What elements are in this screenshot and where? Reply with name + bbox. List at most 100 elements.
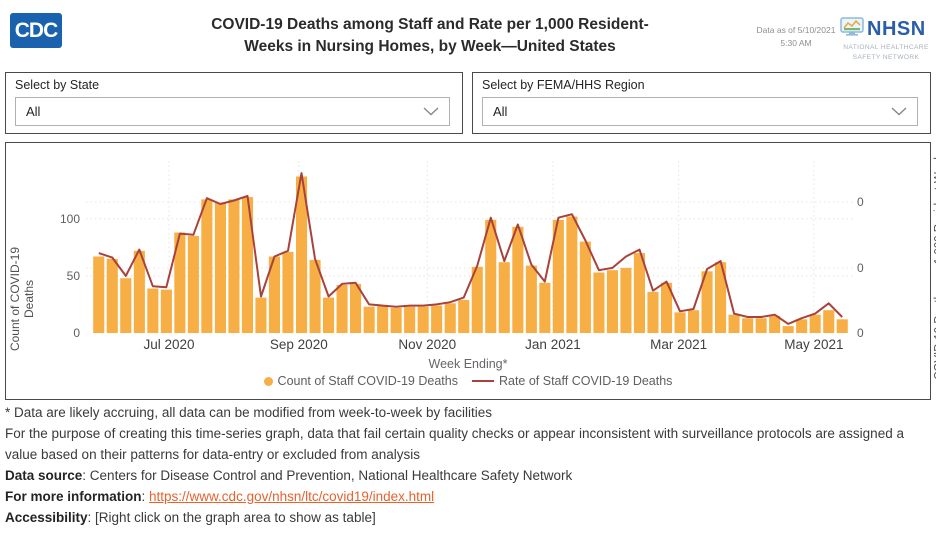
x-tick-label: Sep 2020 bbox=[270, 337, 328, 352]
count-bar[interactable] bbox=[471, 266, 483, 333]
count-bar[interactable] bbox=[512, 226, 524, 333]
chevron-down-icon[interactable] bbox=[423, 103, 439, 121]
count-bar[interactable] bbox=[485, 219, 497, 333]
count-bar[interactable] bbox=[120, 278, 132, 333]
count-bar[interactable] bbox=[417, 306, 429, 333]
state-filter-label: Select by State bbox=[15, 78, 100, 92]
count-bar[interactable] bbox=[620, 267, 632, 333]
count-bar[interactable] bbox=[728, 314, 740, 333]
count-bar[interactable] bbox=[93, 256, 105, 334]
rate-series-line-icon bbox=[471, 380, 494, 382]
nhsn-subtitle: NATIONAL HEALTHCARE SAFETY NETWORK bbox=[843, 44, 929, 61]
count-bar[interactable] bbox=[282, 251, 294, 333]
x-tick-label: Jan 2021 bbox=[525, 337, 581, 352]
legend-rate-label: Rate of Staff COVID-19 Deaths bbox=[498, 374, 673, 388]
count-bar[interactable] bbox=[404, 306, 416, 333]
count-bar[interactable] bbox=[241, 197, 253, 333]
page-title-line1: COVID-19 Deaths among Staff and Rate per… bbox=[211, 16, 649, 33]
count-bar[interactable] bbox=[377, 305, 389, 333]
count-bar[interactable] bbox=[661, 282, 673, 333]
count-bar[interactable] bbox=[201, 199, 213, 333]
y-right-tick-label: 0 bbox=[857, 261, 864, 275]
count-bar[interactable] bbox=[106, 258, 118, 333]
x-tick-label: Jul 2020 bbox=[144, 337, 195, 352]
count-bar[interactable] bbox=[782, 326, 794, 333]
count-bar[interactable] bbox=[525, 265, 537, 333]
count-bar[interactable] bbox=[688, 310, 700, 333]
count-bar[interactable] bbox=[539, 282, 551, 333]
count-bar[interactable] bbox=[498, 262, 510, 333]
count-bar[interactable] bbox=[444, 303, 456, 333]
count-bar[interactable] bbox=[566, 216, 578, 334]
count-bar[interactable] bbox=[160, 289, 172, 333]
footnotes: * Data are likely accruing, all data can… bbox=[5, 403, 929, 529]
count-bar[interactable] bbox=[187, 235, 199, 333]
count-bar[interactable] bbox=[552, 219, 564, 333]
page-title-line2: Weeks in Nursing Homes, by Week—United S… bbox=[244, 37, 616, 55]
legend-item-rate: Rate of Staff COVID-19 Deaths bbox=[471, 374, 673, 388]
chevron-down-icon[interactable] bbox=[891, 103, 907, 121]
x-tick-label: Mar 2021 bbox=[650, 337, 707, 352]
footnote-more-info: For more information: https://www.cdc.go… bbox=[5, 488, 435, 504]
x-tick-label: May 2021 bbox=[784, 337, 843, 352]
count-bar[interactable] bbox=[296, 176, 308, 334]
footnote-data-source: Data source: Centers for Disease Control… bbox=[5, 467, 573, 483]
region-filter-value: All bbox=[493, 104, 508, 119]
chart-legend: Count of Staff COVID-19 Deaths Rate of S… bbox=[6, 374, 930, 388]
count-bar[interactable] bbox=[147, 288, 159, 334]
count-bar[interactable] bbox=[701, 271, 713, 333]
count-bar[interactable] bbox=[309, 259, 321, 333]
count-bar[interactable] bbox=[823, 310, 835, 333]
state-filter-dropdown[interactable]: All bbox=[15, 97, 450, 126]
region-filter-box: Select by FEMA/HHS Region All bbox=[472, 72, 931, 134]
count-bar[interactable] bbox=[633, 253, 645, 333]
state-filter-box: Select by State All bbox=[5, 72, 463, 134]
count-bar[interactable] bbox=[350, 283, 362, 333]
nhsn-monitor-icon bbox=[840, 17, 864, 42]
nhsn-acronym: NHSN bbox=[867, 18, 926, 40]
count-bar[interactable] bbox=[133, 250, 145, 333]
count-bar[interactable] bbox=[268, 256, 280, 334]
legend-item-count: Count of Staff COVID-19 Deaths bbox=[263, 374, 458, 388]
data-as-of: Data as of 5/10/2021 5:30 AM bbox=[756, 25, 836, 48]
count-bar[interactable] bbox=[715, 262, 727, 333]
count-bar[interactable] bbox=[214, 202, 226, 333]
rate-line[interactable] bbox=[98, 172, 843, 325]
chart-plot-area[interactable]: Jul 2020 Sep 2020 Nov 2020 Jan 2021 Mar 2021… bbox=[6, 143, 928, 355]
count-bar[interactable] bbox=[579, 241, 591, 333]
count-bar[interactable] bbox=[606, 270, 618, 333]
count-bar[interactable] bbox=[363, 306, 375, 333]
count-bar[interactable] bbox=[255, 297, 267, 333]
count-bar[interactable] bbox=[674, 312, 686, 333]
region-filter-dropdown[interactable]: All bbox=[482, 97, 918, 126]
chart-panel: Count of COVID-19 Deaths COVID-19 Deaths… bbox=[5, 142, 936, 400]
footnote-accruing: * Data are likely accruing, all data can… bbox=[5, 405, 492, 420]
legend-count-label: Count of Staff COVID-19 Deaths bbox=[277, 374, 458, 388]
y-right-tick-label: 0 bbox=[857, 326, 864, 340]
region-filter-label: Select by FEMA/HHS Region bbox=[482, 78, 645, 92]
count-bar[interactable] bbox=[593, 272, 605, 334]
nhsn-logo: NHSN NATIONAL HEALTHCARE SAFETY NETWORK bbox=[840, 17, 932, 62]
count-bar[interactable] bbox=[431, 305, 443, 333]
page-title: COVID-19 Deaths among Staff and Rate per… bbox=[150, 14, 710, 57]
y-left-tick-label: 100 bbox=[60, 212, 80, 226]
count-bar[interactable] bbox=[755, 318, 767, 333]
count-bar[interactable] bbox=[836, 319, 848, 333]
count-series-dot-icon bbox=[263, 376, 273, 386]
count-bar[interactable] bbox=[390, 307, 402, 333]
count-bar[interactable] bbox=[742, 318, 754, 333]
count-bar[interactable] bbox=[647, 291, 659, 333]
covid19-info-link[interactable]: https://www.cdc.gov/nhsn/ltc/covid19/ind… bbox=[149, 488, 435, 504]
count-bar[interactable] bbox=[809, 314, 821, 333]
count-bar[interactable] bbox=[336, 285, 348, 333]
y-left-tick-label: 50 bbox=[67, 269, 81, 283]
count-bar[interactable] bbox=[323, 297, 335, 333]
count-bar[interactable] bbox=[228, 199, 240, 333]
count-bar[interactable] bbox=[174, 232, 186, 334]
y-left-tick-label: 0 bbox=[73, 326, 80, 340]
state-filter-value: All bbox=[26, 104, 41, 119]
count-bar[interactable] bbox=[769, 315, 781, 333]
count-bar[interactable] bbox=[796, 319, 808, 333]
count-bar[interactable] bbox=[458, 299, 470, 333]
